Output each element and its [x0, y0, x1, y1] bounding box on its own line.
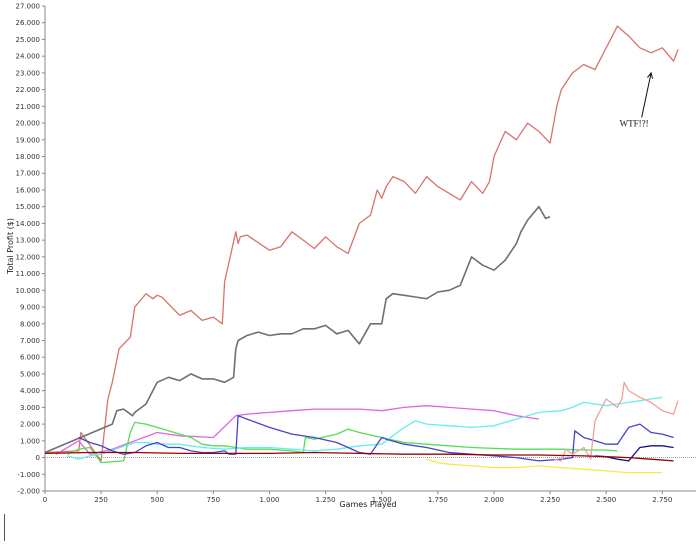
- y-tick-label: -2.000: [17, 488, 40, 496]
- y-tick-label: 23.000: [16, 69, 41, 77]
- plot-frame: [44, 6, 696, 492]
- y-tick-label: 22.000: [16, 86, 41, 94]
- x-tick-label: 1.250: [316, 496, 336, 504]
- x-tick-label: 2.750: [652, 496, 672, 504]
- y-tick-label: 14.000: [16, 220, 41, 228]
- series-line-7: [426, 458, 663, 474]
- x-tick-label: 1.750: [428, 496, 448, 504]
- y-tick-label: 19.000: [16, 136, 41, 144]
- text-cursor: [4, 514, 5, 541]
- y-axis-ticks: -2.000 -1.000 0 1.000 2.000 3.000 4.000 5.000 6.…: [16, 3, 45, 496]
- x-tick-label: 2.500: [596, 496, 616, 504]
- y-tick-label: 3.000: [20, 404, 40, 412]
- x-tick-label: 500: [151, 496, 164, 504]
- y-tick-label: 20.000: [16, 120, 41, 128]
- y-tick-label: 27.000: [16, 3, 41, 11]
- y-tick-label: 15.000: [16, 203, 41, 211]
- y-tick-label: 26.000: [16, 19, 41, 27]
- annotation-group: WTF!?!: [620, 71, 653, 128]
- annotation-label: WTF!?!: [620, 118, 649, 128]
- x-tick-label: 1.000: [259, 496, 279, 504]
- y-tick-label: 24.000: [16, 53, 41, 61]
- x-tick-label: 0: [43, 496, 47, 504]
- y-tick-label: 0: [36, 454, 40, 462]
- y-tick-label: 5.000: [20, 370, 40, 378]
- series-group: [44, 25, 679, 474]
- x-axis-title: Games Played: [339, 500, 396, 509]
- series-line-8: [554, 381, 679, 462]
- y-tick-label: 16.000: [16, 186, 41, 194]
- series-line-10: [44, 451, 674, 462]
- y-tick-label: 2.000: [20, 421, 40, 429]
- y-tick-label: 12.000: [16, 253, 41, 261]
- y-tick-label: 18.000: [16, 153, 41, 161]
- y-tick-label: 7.000: [20, 337, 40, 345]
- series-line-1: [44, 25, 679, 462]
- annotation-arrow-shaft: [641, 72, 652, 118]
- y-tick-label: 10.000: [16, 287, 41, 295]
- series-line-6: [78, 415, 674, 462]
- x-tick-label: 1.500: [372, 496, 392, 504]
- x-tick-label: 250: [94, 496, 107, 504]
- y-tick-label: 6.000: [20, 354, 40, 362]
- y-tick-label: 4.000: [20, 387, 40, 395]
- annotation-arrow-head: [647, 71, 653, 79]
- x-tick-label: 2.000: [484, 496, 504, 504]
- y-tick-label: 1.000: [20, 437, 40, 445]
- y-tick-label: 8.000: [20, 320, 40, 328]
- x-tick-label: 2.250: [540, 496, 560, 504]
- y-tick-label: 13.000: [16, 237, 41, 245]
- y-tick-label: 25.000: [16, 36, 41, 44]
- y-tick-label: 17.000: [16, 170, 41, 178]
- x-axis-ticks: 0 250 500 750 1.000 1.250 1.500 1.750 2.000 2.250…: [43, 491, 672, 504]
- y-tick-label: 9.000: [20, 304, 40, 312]
- y-tick-label: 21.000: [16, 103, 41, 111]
- series-line-2: [44, 205, 551, 454]
- y-tick-label: -1.000: [17, 471, 40, 479]
- y-tick-label: 11.000: [16, 270, 41, 278]
- x-tick-label: 750: [207, 496, 220, 504]
- y-axis-title: Total Profit ($): [6, 218, 15, 275]
- series-line-4: [67, 421, 618, 464]
